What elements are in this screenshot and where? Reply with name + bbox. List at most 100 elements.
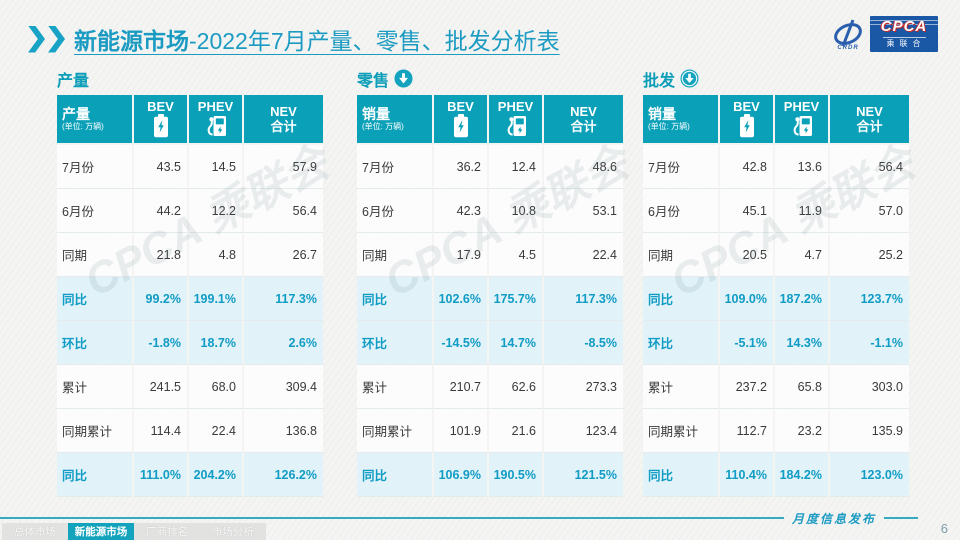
association-text: 乘联合: [882, 37, 926, 49]
measure-label: 产量: [62, 105, 90, 122]
value-cell: 123.0%: [830, 453, 909, 497]
value-cell: 4.8: [189, 233, 244, 277]
cpca-swoosh-icon: CRDR: [831, 18, 865, 51]
table-panel-wholesale: 批发 销量 (单位: 万辆) BEV PHEV NEV 合计 7月份 42.8 13.6 56.4 6…: [643, 66, 922, 497]
unit-label: (单位: 万辆): [648, 121, 690, 131]
value-cell: 12.2: [189, 189, 244, 233]
measure-header-cell: 销量 (单位: 万辆): [357, 95, 434, 145]
value-cell: 42.8: [720, 145, 775, 189]
battery-icon: [453, 114, 468, 138]
bev-header-cell: BEV: [434, 95, 489, 145]
footer-rule-left: [0, 517, 784, 519]
value-cell: 102.6%: [434, 277, 489, 321]
tab-nev-market[interactable]: 新能源市场: [68, 523, 134, 540]
value-cell: 17.9: [434, 233, 489, 277]
value-cell: 53.1: [544, 189, 623, 233]
phev-header-cell: PHEV: [775, 95, 830, 145]
value-cell: 123.7%: [830, 277, 909, 321]
cpca-logo: CRDR CPCA 乘联合: [831, 16, 938, 52]
value-cell: 13.6: [775, 145, 830, 189]
value-cell: 184.2%: [775, 453, 830, 497]
value-cell: -8.5%: [544, 321, 623, 365]
row-label: 同比: [57, 277, 134, 321]
value-cell: 45.1: [720, 189, 775, 233]
row-label: 环比: [57, 321, 134, 365]
row-label: 同期累计: [643, 409, 720, 453]
bev-header-cell: BEV: [720, 95, 775, 145]
charger-icon: [207, 116, 226, 136]
page-title: 新能源市场-2022年7月产量、零售、批发分析表: [74, 22, 560, 56]
phev-label: PHEV: [197, 99, 234, 114]
title-bar: 新能源市场-2022年7月产量、零售、批发分析表: [28, 22, 560, 56]
value-cell: 57.0: [830, 189, 909, 233]
bev-label: BEV: [147, 99, 174, 114]
value-cell: 309.4: [244, 365, 323, 409]
value-cell: 187.2%: [775, 277, 830, 321]
bev-label: BEV: [733, 99, 760, 114]
bev-header-cell: BEV: [134, 95, 189, 145]
value-cell: 2.6%: [244, 321, 323, 365]
charger-icon: [507, 116, 526, 136]
row-label: 7月份: [57, 145, 134, 189]
row-label: 7月份: [643, 145, 720, 189]
value-cell: 22.4: [189, 409, 244, 453]
value-cell: 14.3%: [775, 321, 830, 365]
tab-market-analysis[interactable]: 市场分析: [200, 523, 266, 540]
value-cell: 136.8: [244, 409, 323, 453]
battery-icon: [153, 114, 168, 138]
value-cell: 14.7%: [489, 321, 544, 365]
tab-overall-market[interactable]: 总体市场: [2, 523, 68, 540]
measure-label: 销量: [648, 105, 676, 122]
footer-rule-right: [884, 517, 918, 519]
tab-manufacturer-ranking[interactable]: 厂商排名: [134, 523, 200, 540]
value-cell: 135.9: [830, 409, 909, 453]
download-arrow-icon: [394, 69, 413, 88]
data-table-retail: 销量 (单位: 万辆) BEV PHEV NEV 合计 7月份 36.2 12.4 48.6 6月份…: [357, 95, 623, 497]
double-chevron-icon: [28, 25, 65, 53]
row-label: 同比: [357, 277, 434, 321]
section-header-retail: 零售: [357, 66, 623, 91]
value-cell: 210.7: [434, 365, 489, 409]
value-cell: 11.9: [775, 189, 830, 233]
unit-label: (单位: 万辆): [62, 121, 104, 131]
value-cell: 48.6: [544, 145, 623, 189]
row-label: 同比: [357, 453, 434, 497]
value-cell: 10.8: [489, 189, 544, 233]
value-cell: 241.5: [134, 365, 189, 409]
value-cell: 123.4: [544, 409, 623, 453]
value-cell: 111.0%: [134, 453, 189, 497]
value-cell: 14.5: [189, 145, 244, 189]
cpca-badge: CPCA 乘联合: [870, 16, 938, 52]
value-cell: 126.2%: [244, 453, 323, 497]
value-cell: 18.7%: [189, 321, 244, 365]
value-cell: 99.2%: [134, 277, 189, 321]
row-label: 6月份: [57, 189, 134, 233]
value-cell: 237.2: [720, 365, 775, 409]
value-cell: 26.7: [244, 233, 323, 277]
value-cell: 56.4: [244, 189, 323, 233]
row-label: 累计: [643, 365, 720, 409]
row-label: 同比: [643, 277, 720, 321]
row-label: 7月份: [357, 145, 434, 189]
page-title-rest: -2022年7月产量、零售、批发分析表: [189, 28, 560, 54]
measure-header-cell: 产量 (单位: 万辆): [57, 95, 134, 145]
value-cell: 112.7: [720, 409, 775, 453]
value-cell: 43.5: [134, 145, 189, 189]
value-cell: 110.4%: [720, 453, 775, 497]
value-cell: 44.2: [134, 189, 189, 233]
unit-label: (单位: 万辆): [362, 121, 404, 131]
row-label: 同期累计: [357, 409, 434, 453]
value-cell: 121.5%: [544, 453, 623, 497]
value-cell: -14.5%: [434, 321, 489, 365]
value-cell: 21.8: [134, 233, 189, 277]
table-panel-production: 产量 产量 (单位: 万辆) BEV PHEV NEV 合计 7月份 43.5 14.5 57.9 6…: [57, 66, 336, 497]
value-cell: 23.2: [775, 409, 830, 453]
row-label: 累计: [357, 365, 434, 409]
measure-label: 销量: [362, 105, 390, 122]
row-label: 6月份: [643, 189, 720, 233]
phev-label: PHEV: [783, 99, 820, 114]
nev-header-cell: NEV 合计: [830, 95, 909, 145]
measure-header-cell: 销量 (单位: 万辆): [643, 95, 720, 145]
row-label: 环比: [643, 321, 720, 365]
